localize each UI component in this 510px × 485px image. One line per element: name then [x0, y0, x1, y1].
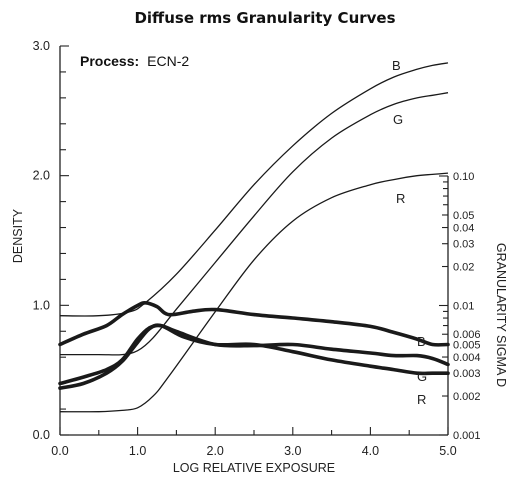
density-curve-b	[59, 62, 449, 317]
y-tick-label: 3.0	[33, 39, 50, 53]
process-annotation: Process: ECN-2	[80, 53, 189, 70]
granularity-curve-labels: B G R	[417, 334, 427, 407]
y2-tick-label: 0.001	[453, 430, 481, 442]
y-tick-label: 1.0	[33, 298, 50, 312]
plot-frame	[59, 46, 449, 436]
y-axis-title: DENSITY	[11, 208, 25, 263]
y2-tick-label: 0.004	[453, 352, 481, 364]
density-label-b: B	[392, 58, 401, 73]
y2-tick-label: 0.006	[453, 329, 481, 341]
granularity-curves	[58, 300, 450, 390]
x-tick-label: 4.0	[362, 444, 379, 458]
y2-tick-label: 0.05	[453, 210, 474, 222]
granularity-label-g: G	[417, 369, 427, 384]
y2-tick-label: 0.01	[453, 301, 474, 313]
y-tick-label: 2.0	[33, 169, 50, 183]
granularity-label-b: B	[417, 334, 426, 349]
granularity-label-r: R	[417, 392, 426, 407]
x-tick-label: 2.0	[207, 444, 224, 458]
density-label-g: G	[393, 112, 403, 127]
x-tick-label: 3.0	[284, 444, 301, 458]
y-tick-labels: 0.0 1.0 2.0 3.0	[33, 39, 50, 442]
density-label-r: R	[396, 191, 405, 206]
svg-text:Process: ECN-2: Process: ECN-2	[80, 53, 189, 70]
y2-axis-title: GRANULARITY SIGMA D	[494, 243, 508, 387]
x-tick-label: 5.0	[439, 444, 456, 458]
x-axis-title: LOG RELATIVE EXPOSURE	[173, 461, 335, 475]
y2-tick-label: 0.005	[453, 339, 481, 351]
axis-ticks	[59, 45, 449, 436]
granularity-curve-r	[58, 323, 450, 390]
density-curves	[59, 62, 449, 413]
granularity-curve-b	[58, 300, 450, 347]
y2-tick-label: 0.10	[453, 171, 474, 183]
density-curve-labels: B G R	[392, 58, 405, 206]
y-tick-label: 0.0	[33, 428, 50, 442]
x-tick-labels: 0.0 1.0 2.0 3.0 4.0 5.0	[51, 444, 456, 458]
y2-tick-label: 0.003	[453, 368, 481, 380]
y2-tick-label: 0.02	[453, 262, 474, 274]
x-tick-label: 1.0	[129, 444, 146, 458]
process-key: Process:	[80, 53, 139, 69]
chart-title: Diffuse rms Granularity Curves	[134, 9, 395, 27]
process-value: ECN-2	[147, 53, 189, 69]
y2-tick-label: 0.03	[453, 239, 474, 251]
x-tick-label: 0.0	[51, 444, 68, 458]
density-curve-r	[59, 172, 449, 413]
y2-tick-label: 0.002	[453, 391, 481, 403]
y2-tick-label: 0.04	[453, 223, 474, 235]
